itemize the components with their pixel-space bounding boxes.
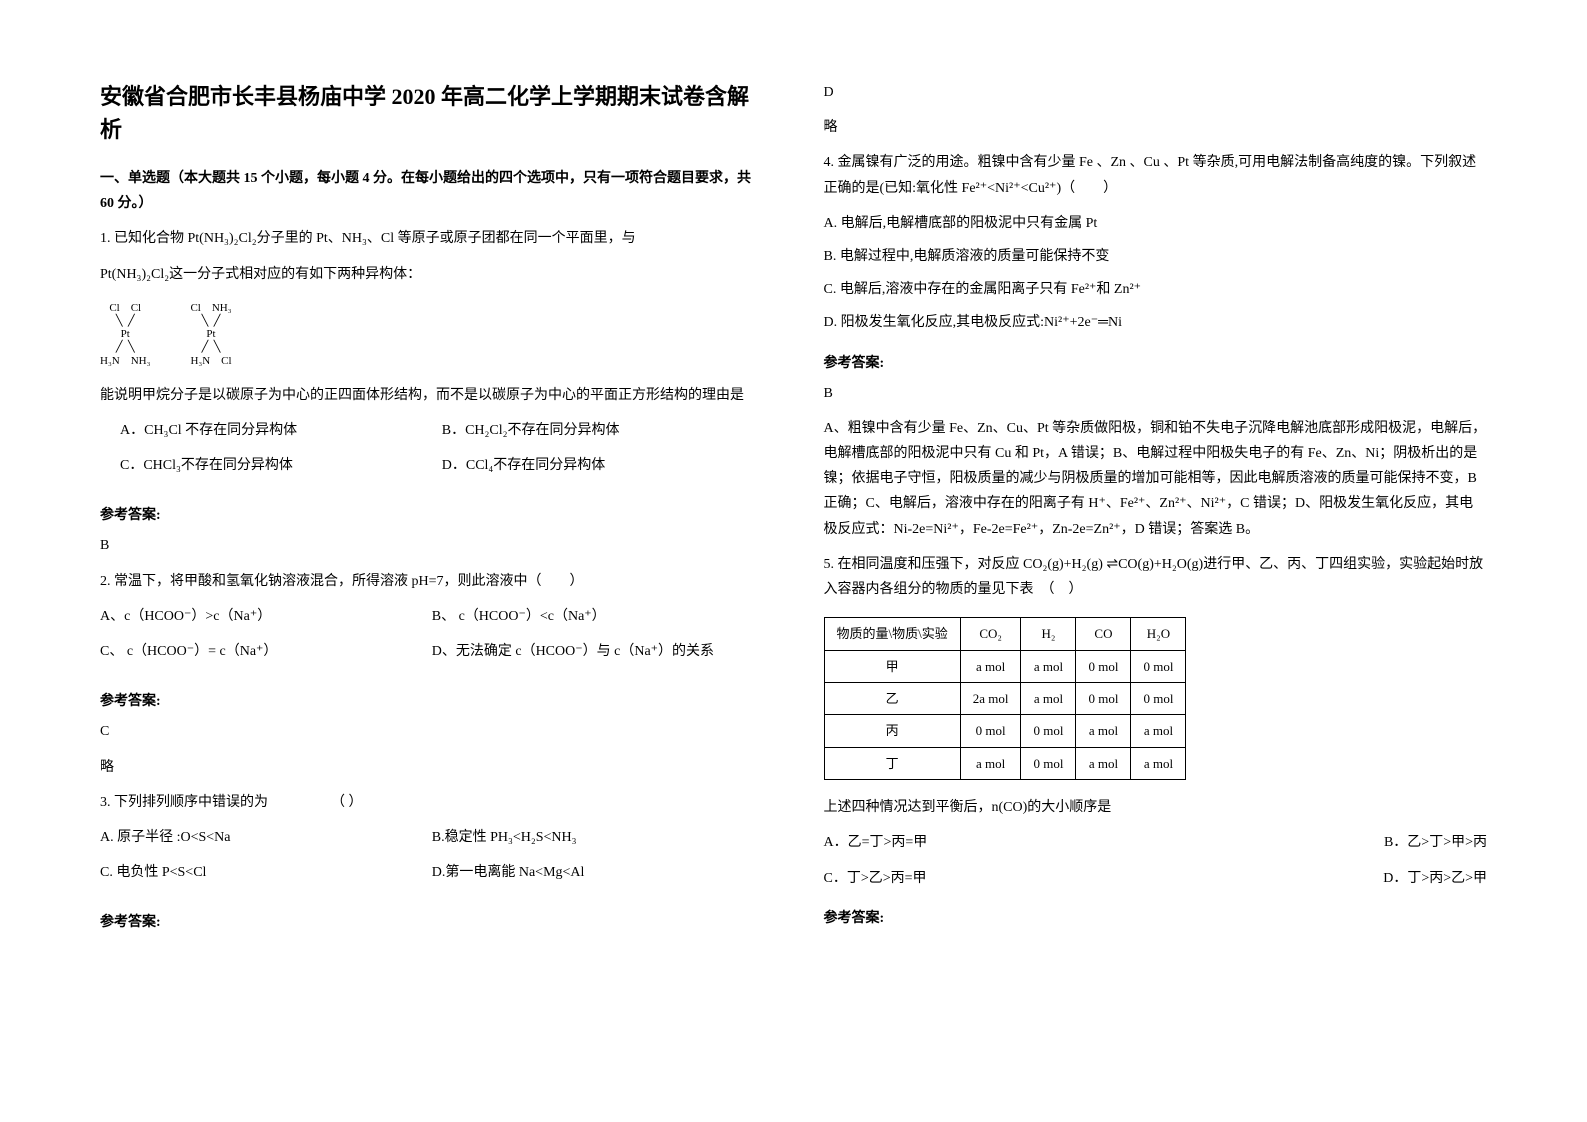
q4-answer: B	[824, 381, 1488, 406]
structure-diagram: Cl Cl ╲ ╱ Pt ╱ ╲ H₃N NH₃ Cl NH₃ ╲ ╱ Pt ╱…	[100, 302, 764, 368]
answer-label-3: 参考答案:	[100, 910, 764, 935]
question-1: 1. 已知化合物 Pt(NH₃)₂Cl₂分子里的 Pt、NH₃、Cl 等原子或原…	[100, 226, 764, 488]
q2-opt-b: B、 c（HCOO⁻）<c（Na⁺）	[432, 604, 764, 629]
q3-opt-a: A. 原子半径 :O<S<Na	[100, 825, 432, 850]
q1-text2: Pt(NH₃)₂Cl₂这一分子式相对应的有如下两种异构体：	[100, 262, 764, 287]
q2-options: A、c（HCOO⁻）>c（Na⁺） B、 c（HCOO⁻）<c（Na⁺） C、 …	[100, 604, 764, 674]
q1-opt-b: B．CH₂Cl₂不存在同分异构体	[442, 418, 764, 443]
q3-opt-b: B.稳定性 PH₃<H₂S<NH₃	[432, 825, 764, 850]
q1-opt-a: A．CH₃Cl 不存在同分异构体	[120, 418, 442, 443]
q3-opt-c: C. 电负性 P<S<Cl	[100, 860, 432, 885]
q2-opt-a: A、c（HCOO⁻）>c（Na⁺）	[100, 604, 432, 629]
table-header-h2: H₂	[1021, 618, 1076, 650]
q1-answer: B	[100, 533, 764, 558]
q5-text2: 上述四种情况达到平衡后，n(CO)的大小顺序是	[824, 795, 1488, 820]
q5-options-row1: A．乙=丁>丙=甲 B．乙>丁>甲>丙	[824, 830, 1488, 855]
q2-opt-c: C、 c（HCOO⁻）= c（Na⁺）	[100, 639, 432, 664]
q4-opt-b: B. 电解过程中,电解质溶液的质量可能保持不变	[824, 244, 1488, 269]
question-2: 2. 常温下，将甲酸和氢氧化钠溶液混合，所得溶液 pH=7，则此溶液中（ ） A…	[100, 569, 764, 675]
q3-explanation: 略	[824, 115, 1488, 140]
q1-opt-c: C．CHCl₃不存在同分异构体	[120, 453, 442, 478]
q5-options-row2: C．丁>乙>丙=甲 D．丁>丙>乙>甲	[824, 866, 1488, 891]
answer-label-1: 参考答案:	[100, 503, 764, 528]
question-3: 3. 下列排列顺序中错误的为 （ ） A. 原子半径 :O<S<Na B.稳定性…	[100, 790, 764, 896]
answer-label-2: 参考答案:	[100, 689, 764, 714]
q5-opt-b: B．乙>丁>甲>丙	[1384, 830, 1487, 855]
q4-explanation: A、粗镍中含有少量 Fe、Zn、Cu、Pt 等杂质做阳极，铜和铂不失电子沉降电解…	[824, 416, 1488, 542]
q5-text: 5. 在相同温度和压强下，对反应 CO₂(g)+H₂(g) ⇌CO(g)+H₂O…	[824, 552, 1488, 602]
q5-opt-d: D．丁>丙>乙>甲	[1383, 866, 1487, 891]
q3-opt-d: D.第一电离能 Na<Mg<Al	[432, 860, 764, 885]
q4-options: A. 电解后,电解槽底部的阳极泥中只有金属 Pt B. 电解过程中,电解质溶液的…	[824, 211, 1488, 336]
answer-label-5: 参考答案:	[824, 906, 1488, 931]
structure-1: Cl Cl ╲ ╱ Pt ╱ ╲ H₃N NH₃	[100, 302, 150, 368]
q2-text: 2. 常温下，将甲酸和氢氧化钠溶液混合，所得溶液 pH=7，则此溶液中（ ）	[100, 569, 764, 594]
structure-2: Cl NH₃ ╲ ╱ Pt ╱ ╲ H₃N Cl	[190, 302, 231, 368]
q3-answer: D	[824, 80, 1488, 105]
answer-label-4: 参考答案:	[824, 351, 1488, 376]
table-row: 丙 0 mol 0 mol a mol a mol	[824, 715, 1186, 747]
table-header-co2: CO₂	[960, 618, 1021, 650]
q2-answer: C	[100, 719, 764, 744]
left-column: 安徽省合肥市长丰县杨庙中学 2020 年高二化学上学期期末试卷含解析 一、单选题…	[100, 80, 764, 1042]
q4-opt-d: D. 阳极发生氧化反应,其电极反应式:Ni²⁺+2e⁻═Ni	[824, 310, 1488, 335]
table-header-co: CO	[1076, 618, 1131, 650]
data-table: 物质的量\物质\实验 CO₂ H₂ CO H₂O 甲 a mol a mol 0…	[824, 617, 1187, 780]
q3-text: 3. 下列排列顺序中错误的为 （ ）	[100, 790, 764, 815]
q4-opt-a: A. 电解后,电解槽底部的阳极泥中只有金属 Pt	[824, 211, 1488, 236]
right-column: D 略 4. 金属镍有广泛的用途。粗镍中含有少量 Fe 、Zn 、Cu 、Pt …	[824, 80, 1488, 1042]
q4-text: 4. 金属镍有广泛的用途。粗镍中含有少量 Fe 、Zn 、Cu 、Pt 等杂质,…	[824, 150, 1488, 200]
table-row: 丁 a mol 0 mol a mol a mol	[824, 747, 1186, 779]
table-row: 甲 a mol a mol 0 mol 0 mol	[824, 650, 1186, 682]
q4-opt-c: C. 电解后,溶液中存在的金属阳离子只有 Fe²⁺和 Zn²⁺	[824, 277, 1488, 302]
q5-opt-c: C．丁>乙>丙=甲	[824, 866, 927, 891]
q2-explanation: 略	[100, 755, 764, 780]
question-5: 5. 在相同温度和压强下，对反应 CO₂(g)+H₂(g) ⇌CO(g)+H₂O…	[824, 552, 1488, 891]
q1-text1: 1. 已知化合物 Pt(NH₃)₂Cl₂分子里的 Pt、NH₃、Cl 等原子或原…	[100, 226, 764, 251]
q2-opt-d: D、无法确定 c（HCOO⁻）与 c（Na⁺）的关系	[432, 639, 764, 664]
q1-options: A．CH₃Cl 不存在同分异构体 B．CH₂Cl₂不存在同分异构体 C．CHCl…	[100, 418, 764, 488]
q1-opt-d: D．CCl₄不存在同分异构体	[442, 453, 764, 478]
table-header-h2o: H₂O	[1131, 618, 1186, 650]
q1-text3: 能说明甲烷分子是以碳原子为中心的正四面体形结构，而不是以碳原子为中心的平面正方形…	[100, 383, 764, 408]
q5-opt-a: A．乙=丁>丙=甲	[824, 830, 928, 855]
document-title: 安徽省合肥市长丰县杨庙中学 2020 年高二化学上学期期末试卷含解析	[100, 80, 764, 146]
section-header: 一、单选题（本大题共 15 个小题，每小题 4 分。在每小题给出的四个选项中，只…	[100, 166, 764, 216]
table-row: 乙 2a mol a mol 0 mol 0 mol	[824, 682, 1186, 714]
q3-options: A. 原子半径 :O<S<Na B.稳定性 PH₃<H₂S<NH₃ C. 电负性…	[100, 825, 764, 895]
table-header-diag: 物质的量\物质\实验	[824, 618, 960, 650]
question-4: 4. 金属镍有广泛的用途。粗镍中含有少量 Fe 、Zn 、Cu 、Pt 等杂质,…	[824, 150, 1488, 335]
